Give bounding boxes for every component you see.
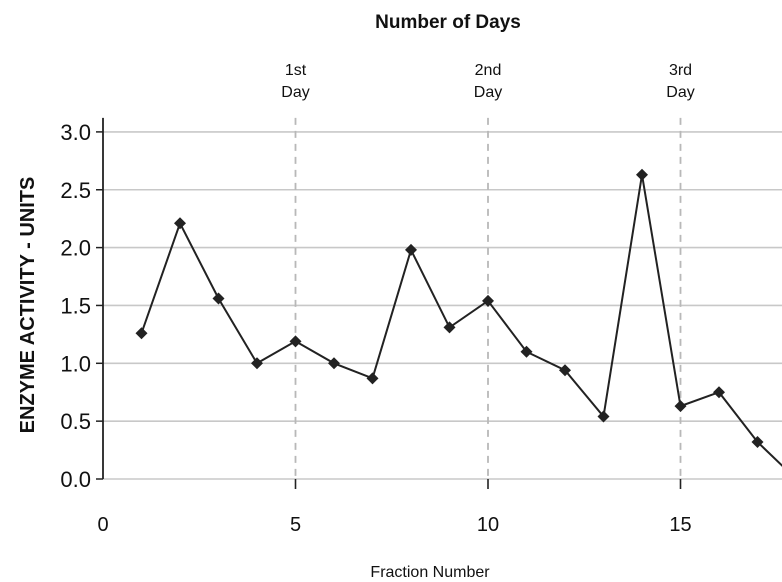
y-tick-label: 0.0 — [60, 467, 91, 492]
day-marker-label: 1st — [285, 62, 307, 79]
x-axis-label: Fraction Number — [370, 564, 490, 581]
grid — [103, 131, 782, 480]
series-line — [140, 174, 782, 467]
data-point — [366, 372, 379, 385]
data-point — [482, 294, 494, 307]
y-tick-label: 2.0 — [60, 236, 91, 261]
day-markers: 1st Day 2nd Day 3rd Day — [281, 62, 695, 477]
data-point — [713, 386, 725, 399]
data-point — [636, 168, 648, 181]
data-point — [328, 357, 340, 370]
data-point — [443, 321, 456, 334]
day-marker-label: Day — [474, 84, 502, 101]
data-point — [251, 357, 263, 370]
data-point — [212, 292, 225, 305]
data-point — [289, 335, 302, 348]
x-tick-label: 5 — [290, 514, 301, 536]
day-marker-label: 3rd — [669, 62, 692, 79]
x-tick-label: 0 — [97, 514, 108, 536]
y-tick-label: 1.0 — [60, 351, 91, 376]
day-marker-label: Day — [666, 84, 694, 101]
y-tick-label: 0.5 — [60, 409, 91, 434]
data-point — [520, 345, 533, 358]
data-point — [674, 400, 687, 413]
data-point — [135, 327, 148, 340]
day-marker-label: 2nd — [475, 62, 502, 79]
day-marker-label: Day — [281, 84, 309, 101]
data-point — [174, 217, 186, 230]
data-point — [405, 243, 417, 256]
axes: 0.0 0.5 1.0 1.5 2.0 2.5 3.0 0 5 10 15 — [60, 117, 692, 536]
data-point — [559, 364, 571, 377]
chart-title: Number of Days — [375, 12, 521, 33]
y-tick-label: 2.5 — [60, 178, 91, 203]
data-point — [751, 435, 764, 448]
data-point — [597, 410, 610, 423]
x-tick-label: 10 — [477, 514, 499, 536]
series — [135, 168, 782, 467]
y-tick-label: 1.5 — [60, 293, 91, 318]
x-tick-label: 15 — [669, 514, 691, 536]
y-axis-label: ENZYME ACTIVITY - UNITS — [17, 177, 39, 434]
y-tick-label: 3.0 — [60, 120, 91, 145]
